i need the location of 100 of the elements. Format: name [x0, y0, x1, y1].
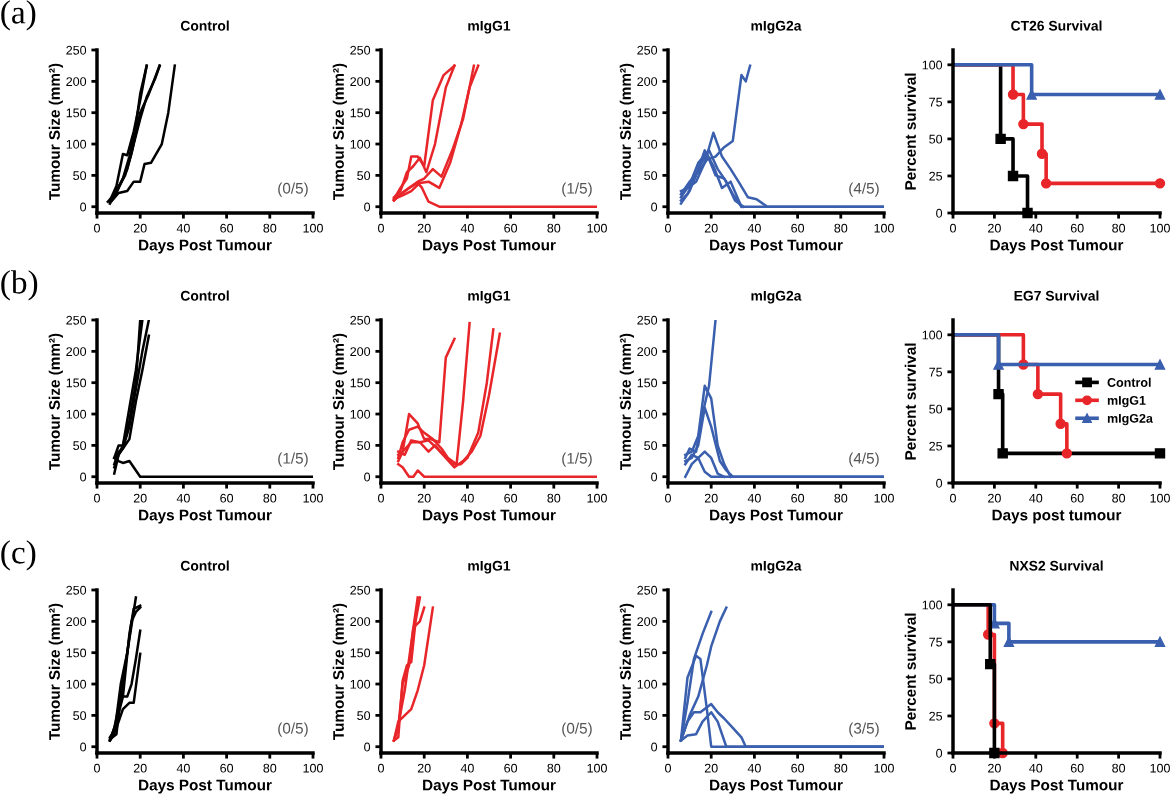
y-tick-label: 200 — [637, 617, 658, 626]
x-tick-label: 20 — [133, 493, 147, 503]
annotation: (1/5) — [562, 182, 592, 197]
x-tick-label: 60 — [504, 493, 518, 503]
chart-title: Control — [180, 560, 229, 571]
x-tick-label: 100 — [1150, 493, 1170, 503]
x-axis-title: Days Post Tumour — [139, 779, 272, 794]
y-tick-label: 150 — [66, 108, 87, 118]
y-tick-label: 150 — [350, 108, 371, 118]
x-tick-label: 20 — [988, 763, 1001, 773]
annotation: (4/5) — [849, 182, 879, 197]
x-tick-label: 100 — [587, 223, 607, 233]
x-tick-label: 60 — [791, 223, 805, 233]
y-tick-label: 200 — [66, 617, 87, 626]
y-tick-label: 200 — [637, 347, 658, 356]
y-tick-label: 250 — [66, 315, 87, 325]
x-axis-title: Days Post Tumour — [710, 779, 843, 794]
y-tick-label: 200 — [350, 617, 371, 626]
y-tick-label: 250 — [66, 45, 87, 55]
x-axis-title: Days Post Tumour — [710, 239, 843, 254]
y-tick-label: 0 — [651, 472, 658, 482]
annotation: (0/5) — [562, 722, 592, 737]
y-tick-label: 250 — [350, 315, 371, 325]
x-tick-label: 20 — [988, 493, 1001, 503]
y-tick-label: 0 — [936, 748, 943, 758]
x-tick-label: 60 — [220, 763, 234, 773]
y-tick-label: 50 — [644, 711, 658, 721]
x-axis-title: Days Post Tumour — [139, 239, 272, 254]
y-tick-label: 250 — [637, 315, 658, 325]
chart-title: mIgG2a — [751, 290, 802, 304]
y-tick-label: 100 — [350, 409, 371, 419]
x-tick-label: 100 — [303, 493, 323, 503]
y-tick-label: 150 — [66, 648, 87, 658]
y-tick-label: 50 — [929, 404, 943, 414]
y-tick-label: 200 — [66, 347, 87, 356]
y-tick-label: 100 — [922, 60, 943, 70]
x-tick-label: 80 — [263, 223, 277, 233]
legend-label: mIgG1 — [1107, 395, 1146, 408]
annotation: (3/5) — [849, 722, 879, 737]
x-tick-label: 40 — [176, 223, 190, 233]
x-tick-label: 80 — [1112, 223, 1126, 233]
x-tick-label: 20 — [417, 763, 431, 773]
y-tick-label: 25 — [929, 441, 943, 451]
x-tick-label: 0 — [94, 223, 100, 233]
x-axis-title: Days Post Tumour — [710, 509, 843, 524]
x-tick-label: 60 — [791, 763, 805, 773]
x-axis-title: Days post tumour — [992, 509, 1122, 524]
x-axis-title: Days Post Tumour — [990, 779, 1124, 794]
x-tick-label: 100 — [587, 763, 607, 773]
x-tick-label: 100 — [303, 763, 323, 773]
x-axis-title: Days Post Tumour — [423, 779, 556, 794]
y-tick-label: 50 — [929, 674, 943, 684]
x-tick-label: 80 — [547, 493, 561, 503]
y-tick-label: 250 — [66, 585, 87, 595]
y-axis-title: Percent survival — [904, 613, 916, 730]
y-tick-label: 0 — [80, 472, 87, 482]
x-tick-label: 60 — [504, 223, 518, 233]
y-tick-label: 100 — [66, 139, 87, 149]
chart-title: EG7 Survival — [1014, 290, 1099, 301]
x-tick-label: 20 — [133, 223, 147, 233]
legend-label: Control — [1107, 377, 1151, 387]
x-tick-label: 40 — [747, 763, 761, 773]
x-tick-label: 80 — [834, 223, 848, 233]
chart-title: mIgG2a — [751, 560, 802, 574]
y-tick-label: 50 — [73, 441, 87, 451]
text: (a) — [1, 0, 36, 31]
chart-title: mIgG1 — [468, 290, 511, 304]
y-tick-label: 0 — [936, 478, 943, 488]
x-tick-label: 40 — [460, 493, 474, 503]
y-tick-label: 250 — [350, 45, 371, 55]
y-tick-label: 100 — [922, 330, 943, 340]
text: (b) — [1, 270, 38, 301]
x-axis-title: Days Post Tumour — [423, 239, 556, 254]
y-axis-title: Tumour Size (mm²) — [619, 333, 634, 470]
x-tick-label: 0 — [378, 223, 384, 233]
chart-title: mIgG1 — [468, 20, 511, 34]
y-tick-label: 100 — [66, 409, 87, 419]
x-tick-label: 100 — [1150, 763, 1170, 773]
annotation: (4/5) — [849, 452, 879, 467]
x-tick-label: 40 — [747, 493, 761, 503]
x-tick-label: 100 — [303, 223, 323, 233]
x-tick-label: 60 — [1070, 493, 1084, 503]
annotation: (0/5) — [278, 722, 308, 737]
y-tick-label: 250 — [637, 585, 658, 595]
x-tick-label: 40 — [747, 223, 761, 233]
x-tick-label: 80 — [834, 493, 848, 503]
x-tick-label: 40 — [176, 763, 190, 773]
y-axis-title: Tumour Size (mm²) — [48, 63, 63, 200]
x-tick-label: 60 — [791, 493, 805, 503]
x-tick-label: 0 — [665, 223, 671, 233]
y-axis-title: Tumour Size (mm²) — [332, 63, 347, 200]
y-tick-label: 75 — [929, 367, 943, 377]
x-tick-label: 0 — [950, 493, 956, 503]
y-axis-title: Percent survival — [904, 343, 916, 460]
x-tick-label: 0 — [378, 763, 384, 773]
x-tick-label: 80 — [263, 763, 277, 773]
y-axis-title: Tumour Size (mm²) — [332, 333, 347, 470]
chart-title: mIgG2a — [751, 20, 802, 34]
x-tick-label: 60 — [1070, 223, 1084, 233]
y-tick-label: 50 — [357, 711, 371, 721]
